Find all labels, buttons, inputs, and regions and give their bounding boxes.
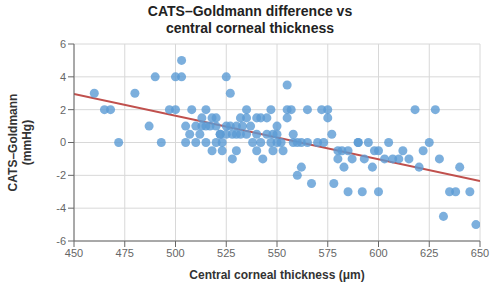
svg-text:625: 625 <box>420 247 438 259</box>
svg-text:6: 6 <box>60 38 66 50</box>
html-text:CATS–Goldmann difference vs: CATS–Goldmann difference vs <box>147 3 353 19</box>
html-text:central corneal thickness: central corneal thickness <box>166 20 334 36</box>
svg-text:-2: -2 <box>56 169 66 181</box>
svg-text:575: 575 <box>319 247 337 259</box>
svg-text:4: 4 <box>60 71 66 83</box>
svg-text:0: 0 <box>60 136 66 148</box>
svg-text:550: 550 <box>268 247 286 259</box>
svg-text:650: 650 <box>471 247 489 259</box>
svg-text:2: 2 <box>60 104 66 116</box>
svg-text:600: 600 <box>369 247 387 259</box>
svg-text:475: 475 <box>116 247 134 259</box>
svg-text:-6: -6 <box>56 235 66 247</box>
svg-text:Central corneal thickness (μm): Central corneal thickness (μm) <box>189 268 364 282</box>
svg-text:450: 450 <box>65 247 83 259</box>
svg-text:-4: -4 <box>56 202 66 214</box>
svg-text:500: 500 <box>166 247 184 259</box>
svg-text:525: 525 <box>217 247 235 259</box>
svg-text:CATS–Goldmann(mmHg): CATS–Goldmann(mmHg) <box>8 94 34 192</box>
